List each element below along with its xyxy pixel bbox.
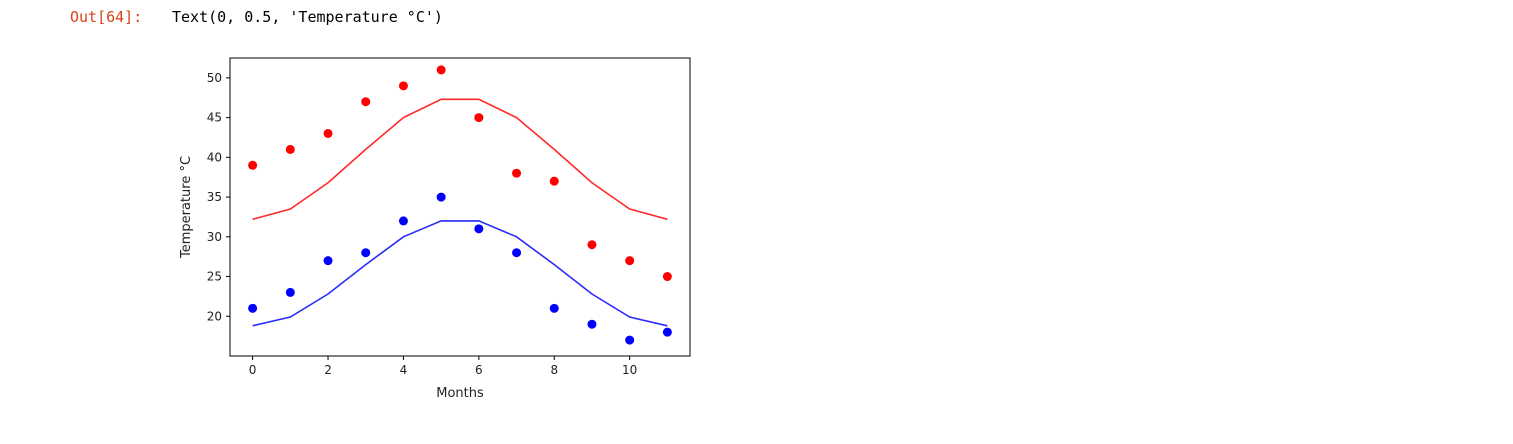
data-point-0-1 [285, 144, 295, 154]
series-line-3 [252, 220, 668, 327]
data-point-1-6 [474, 224, 484, 234]
y-tick-label-40: 40 [207, 150, 222, 164]
y-tick-label-45: 45 [207, 111, 222, 125]
data-point-1-7 [512, 248, 522, 258]
data-point-0-6 [474, 113, 484, 123]
data-point-0-3 [361, 97, 371, 107]
data-point-0-2 [323, 128, 333, 138]
data-point-1-4 [398, 216, 408, 226]
data-point-1-11 [662, 327, 672, 337]
data-point-1-10 [625, 335, 635, 345]
x-tick-label-10: 10 [622, 363, 637, 377]
x-tick-label-6: 6 [475, 363, 483, 377]
data-point-0-0 [248, 160, 258, 170]
data-point-1-0 [248, 303, 258, 313]
data-point-0-10 [625, 256, 635, 266]
x-tick-label-4: 4 [400, 363, 408, 377]
y-axis-label: Temperature °C [179, 156, 194, 259]
data-point-1-3 [361, 248, 371, 258]
data-point-1-8 [549, 303, 559, 313]
y-tick-label-35: 35 [207, 190, 222, 204]
plot-frame [229, 57, 691, 357]
y-tick-label-30: 30 [207, 230, 222, 244]
output-text: Text(0, 0.5, 'Temperature °C') [172, 8, 443, 26]
data-point-0-8 [549, 176, 559, 186]
x-tick-label-2: 2 [324, 363, 332, 377]
output-prompt: Out[64]: [70, 8, 143, 26]
data-point-1-1 [285, 287, 295, 297]
x-axis-label: Months [436, 386, 484, 401]
data-point-0-11 [662, 272, 672, 282]
data-point-0-4 [398, 81, 408, 91]
y-tick-label-20: 20 [207, 309, 222, 323]
y-tick-label-50: 50 [207, 71, 222, 85]
y-tick-label-25: 25 [207, 270, 222, 284]
data-point-1-2 [323, 256, 333, 266]
data-point-1-5 [436, 192, 446, 202]
x-tick-label-8: 8 [550, 363, 558, 377]
data-point-0-5 [436, 65, 446, 75]
series-line-2 [252, 98, 668, 221]
data-point-1-9 [587, 319, 597, 329]
data-point-0-9 [587, 240, 597, 250]
data-point-0-7 [512, 168, 522, 178]
x-tick-label-0: 0 [249, 363, 257, 377]
